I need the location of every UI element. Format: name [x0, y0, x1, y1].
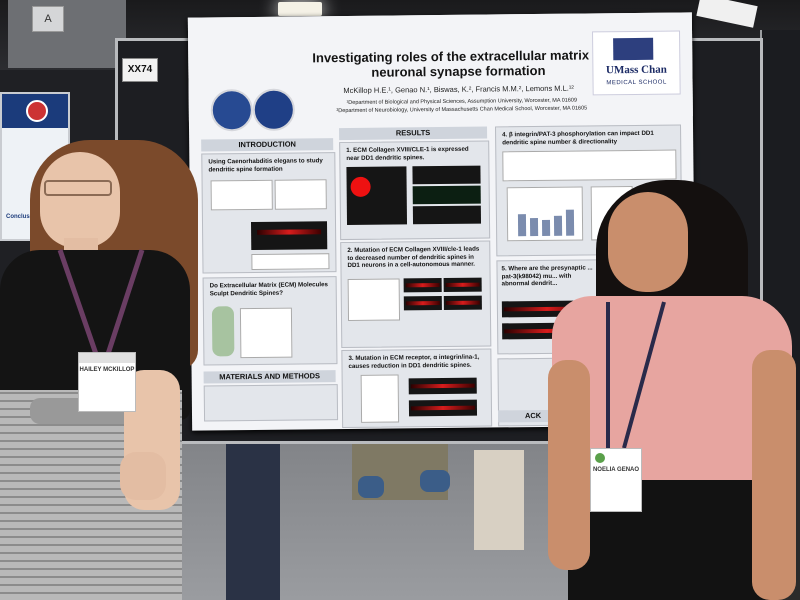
lanyard — [606, 301, 666, 449]
joint-illustration — [211, 306, 235, 357]
ecm-question: Do Extracellular Matrix (ECM) Molecules … — [209, 281, 328, 297]
micrograph — [443, 295, 482, 310]
ecm-panel: Do Extracellular Matrix (ECM) Molecules … — [202, 276, 338, 366]
badge-logo-icon — [595, 453, 605, 463]
spine-count-plot — [347, 278, 401, 321]
person-right-arm — [752, 350, 796, 600]
micrograph — [412, 165, 481, 185]
spine-diagram — [251, 253, 330, 270]
sneaker — [358, 476, 384, 498]
neuron-diagram — [274, 179, 327, 210]
results-heading: RESULTS — [339, 126, 488, 141]
methods-panel — [203, 384, 339, 422]
integrin-diagram — [239, 307, 293, 359]
umass-logo-text: UMass Chan — [605, 63, 667, 77]
neuron-signal — [405, 301, 440, 306]
bar — [517, 214, 527, 237]
sneaker — [420, 470, 450, 492]
dendrite-traces — [502, 149, 677, 182]
intro-heading: INTRODUCTION — [201, 138, 334, 152]
bar — [529, 217, 539, 237]
neuron-signal — [410, 405, 475, 411]
ceiling-light — [278, 2, 322, 16]
intro-item: Using Caenorhabditis elegans to study de… — [208, 157, 323, 173]
neuron-signal — [405, 283, 440, 288]
umass-logo-subtext: MEDICAL SCHOOL — [606, 79, 667, 87]
spine-bar-chart — [506, 186, 584, 242]
person-right-face — [608, 192, 688, 292]
result-1-heading: 1. ECM Collagen XVIII/CLE-1 is expressed… — [346, 145, 469, 162]
micrograph — [408, 377, 477, 395]
result-2-panel: 2. Mutation of ECM Collagen XVIII/cle-1 … — [340, 240, 492, 349]
result-5-heading: 5. Where are the presynaptic ... pat-3(k… — [501, 264, 593, 288]
person-right-arm — [548, 360, 590, 570]
university-seal — [252, 88, 296, 131]
micrograph — [443, 277, 482, 292]
result-3-panel: 3. Mutation in ECM receptor, α integrin/… — [341, 348, 493, 429]
poster-title: Investigating roles of the extracellular… — [312, 47, 605, 80]
bystander-legs — [226, 430, 280, 600]
lanyard — [57, 249, 145, 355]
umass-logo: UMass Chan MEDICAL SCHOOL — [592, 30, 681, 96]
methods-heading: MATERIALS AND METHODS — [203, 370, 336, 384]
glasses — [44, 180, 112, 196]
result-4-heading: 4. β integrin/PAT-3 phosphorylation can … — [502, 129, 654, 146]
bar — [541, 219, 551, 236]
neuron-signal — [445, 300, 480, 305]
result-2-heading: 2. Mutation of ECM Collagen XVIII/cle-1 … — [347, 245, 480, 269]
university-seal — [210, 88, 254, 132]
result-3-heading: 3. Mutation in ECM receptor, α integrin/… — [348, 353, 480, 370]
neuron-signal — [445, 282, 480, 287]
side-poster-logo — [26, 100, 48, 122]
name-badge: NOELIA GENAO — [590, 448, 642, 512]
intro-panel: Using Caenorhabditis elegans to study de… — [201, 152, 337, 274]
micrograph — [408, 399, 478, 417]
micrograph — [403, 278, 442, 293]
name-badge: HAILEY MCKILLOP — [78, 352, 136, 412]
neuron-signal — [410, 383, 475, 389]
micrograph — [346, 166, 408, 225]
bar — [553, 215, 563, 236]
spine-count-plot — [360, 374, 400, 423]
bystander-legs — [474, 450, 524, 550]
badge-name: NOELIA GENAO — [592, 467, 640, 473]
badge-header — [79, 353, 135, 363]
bar — [565, 209, 575, 236]
micrograph — [412, 205, 482, 225]
micrograph — [412, 185, 481, 205]
result-1-panel: 1. ECM Collagen XVIII/CLE-1 is expressed… — [339, 140, 491, 241]
badge-name: HAILEY MCKILLOP — [79, 367, 135, 373]
neuron-signal — [350, 176, 371, 197]
micrograph — [250, 221, 328, 250]
neuron-signal — [257, 229, 322, 235]
pillar-sign: A — [32, 6, 64, 32]
side-poster-caption: Conclusions — [6, 214, 43, 220]
micrograph — [403, 296, 442, 311]
person-left-hand — [120, 452, 166, 500]
umass-mark-icon — [613, 37, 654, 61]
pillar — [8, 0, 126, 68]
board-number: XX74 — [122, 58, 158, 82]
person-left-face — [40, 152, 120, 248]
worm-diagram — [210, 179, 273, 211]
